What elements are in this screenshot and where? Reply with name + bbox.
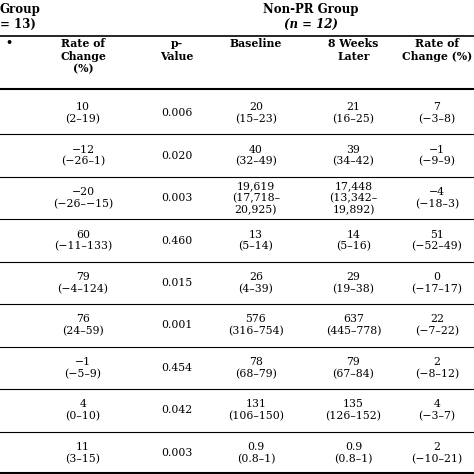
Text: 0.9
(0.8–1): 0.9 (0.8–1) xyxy=(334,442,373,464)
Text: (n = 12): (n = 12) xyxy=(284,18,338,31)
Text: 135
(126–152): 135 (126–152) xyxy=(326,400,382,421)
Text: Baseline: Baseline xyxy=(230,38,282,49)
Text: 51
(−52–49): 51 (−52–49) xyxy=(411,229,463,252)
Text: = 13): = 13) xyxy=(0,18,36,31)
Text: 0.454: 0.454 xyxy=(161,363,192,373)
Text: 26
(4–39): 26 (4–39) xyxy=(238,272,273,294)
Text: 10
(2–19): 10 (2–19) xyxy=(65,102,100,124)
Text: 78
(68–79): 78 (68–79) xyxy=(235,357,277,379)
Text: 131
(106–150): 131 (106–150) xyxy=(228,400,284,421)
Text: 576
(316–754): 576 (316–754) xyxy=(228,314,284,337)
Text: •: • xyxy=(5,37,13,48)
Text: 39
(34–42): 39 (34–42) xyxy=(333,145,374,167)
Text: p-
Value: p- Value xyxy=(160,38,193,62)
Text: 2
(−10–21): 2 (−10–21) xyxy=(411,442,463,464)
Text: 0.460: 0.460 xyxy=(161,236,192,246)
Text: 11
(3–15): 11 (3–15) xyxy=(65,442,100,464)
Text: −12
(−26–1): −12 (−26–1) xyxy=(61,145,105,167)
Text: −4
(−18–3): −4 (−18–3) xyxy=(415,187,459,209)
Text: 19,619
(17,718–
20,925): 19,619 (17,718– 20,925) xyxy=(232,181,280,215)
Text: 13
(5–14): 13 (5–14) xyxy=(238,229,273,252)
Text: 79
(67–84): 79 (67–84) xyxy=(333,357,374,379)
Text: 0.006: 0.006 xyxy=(161,108,192,118)
Text: 14
(5–16): 14 (5–16) xyxy=(336,229,371,252)
Text: 0.003: 0.003 xyxy=(161,193,192,203)
Text: Non-PR Group: Non-PR Group xyxy=(263,3,359,16)
Text: 4
(0–10): 4 (0–10) xyxy=(65,400,100,421)
Text: 7
(−3–8): 7 (−3–8) xyxy=(419,102,456,124)
Text: 0.042: 0.042 xyxy=(161,405,192,415)
Text: 0.003: 0.003 xyxy=(161,448,192,458)
Text: Rate of
Change (%): Rate of Change (%) xyxy=(402,38,472,62)
Text: −1
(−5–9): −1 (−5–9) xyxy=(64,357,101,379)
Text: 60
(−11–133): 60 (−11–133) xyxy=(54,229,112,252)
Text: 76
(24–59): 76 (24–59) xyxy=(62,314,104,337)
Text: 0
(−17–17): 0 (−17–17) xyxy=(411,272,463,294)
Text: 0.001: 0.001 xyxy=(161,320,192,330)
Text: 0.015: 0.015 xyxy=(161,278,192,288)
Text: 22
(−7–22): 22 (−7–22) xyxy=(415,314,459,337)
Text: 637
(445–778): 637 (445–778) xyxy=(326,314,381,337)
Text: 79
(−4–124): 79 (−4–124) xyxy=(57,272,109,294)
Text: Group: Group xyxy=(0,3,41,16)
Text: 0.9
(0.8–1): 0.9 (0.8–1) xyxy=(237,442,275,464)
Text: 29
(19–38): 29 (19–38) xyxy=(332,272,374,294)
Text: 20
(15–23): 20 (15–23) xyxy=(235,102,277,124)
Text: 2
(−8–12): 2 (−8–12) xyxy=(415,357,459,379)
Text: Rate of
Change
(%): Rate of Change (%) xyxy=(60,38,106,74)
Text: 17,448
(13,342–
19,892): 17,448 (13,342– 19,892) xyxy=(329,181,378,215)
Text: 40
(32–49): 40 (32–49) xyxy=(235,145,277,167)
Text: −20
(−26–−15): −20 (−26–−15) xyxy=(53,187,113,209)
Text: 4
(−3–7): 4 (−3–7) xyxy=(419,400,456,421)
Text: 0.020: 0.020 xyxy=(161,151,192,161)
Text: 8 Weeks
Later: 8 Weeks Later xyxy=(328,38,379,62)
Text: −1
(−9–9): −1 (−9–9) xyxy=(419,145,456,167)
Text: 21
(16–25): 21 (16–25) xyxy=(332,102,374,124)
